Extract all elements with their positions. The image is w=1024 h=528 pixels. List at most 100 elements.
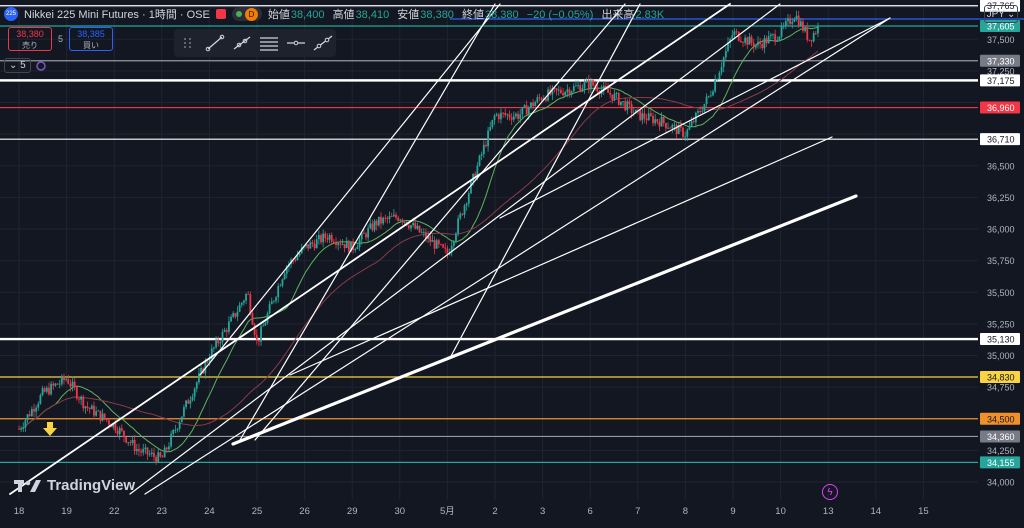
level-price-label: 37,765: [987, 1, 1015, 11]
indicator-row: ⌄ 5: [4, 58, 47, 73]
candle-body: [39, 395, 42, 404]
candle-body: [506, 114, 509, 116]
candle-body: [804, 27, 807, 32]
candle-body: [814, 33, 817, 34]
candle-body: [444, 247, 447, 249]
horizontal-line-tool-icon[interactable]: [285, 34, 307, 52]
candle-body: [812, 33, 815, 42]
trade-panel: 38,380 売り 5 38,385 買い: [8, 27, 114, 51]
candle-body: [527, 107, 530, 115]
candle-body: [703, 103, 706, 112]
candle-body: [763, 38, 766, 49]
candle-body: [332, 241, 335, 243]
buy-button[interactable]: 38,385 買い: [69, 27, 114, 51]
candle-body: [433, 240, 436, 249]
channel-line: [129, 3, 781, 495]
channel-line: [449, 3, 641, 359]
candle-body: [510, 117, 513, 120]
candle-body: [566, 89, 569, 92]
candle-body: [504, 112, 507, 116]
lightning-icon[interactable]: ϟ: [822, 484, 838, 500]
candle-body: [360, 232, 363, 240]
candle-body: [377, 216, 380, 226]
x-tick-label: 5月: [440, 506, 455, 517]
candle-body: [442, 244, 445, 248]
candle-body: [553, 88, 556, 89]
candle-body: [315, 239, 318, 249]
ray-tool-icon[interactable]: [231, 34, 253, 52]
candle-body: [206, 361, 209, 363]
x-tick-label: 10: [775, 506, 786, 517]
drag-handle-icon[interactable]: [177, 34, 199, 52]
support-trendline: [231, 194, 858, 446]
candle-body: [345, 240, 348, 249]
currency-selector[interactable]: JPY ⌄: [984, 5, 1018, 23]
candle-body: [455, 233, 457, 242]
candle-body: [622, 101, 624, 102]
level-price-label: 37,330: [987, 56, 1015, 66]
candle-body: [18, 428, 20, 430]
y-tick-label: 35,500: [987, 288, 1015, 298]
candle-body: [765, 38, 768, 44]
symbol-title[interactable]: Nikkei 225 Mini Futures · 1時間 · OSE: [24, 9, 210, 21]
candle-body: [679, 125, 682, 128]
candle-body: [223, 329, 226, 332]
candle-body: [390, 216, 393, 218]
candle-body: [238, 304, 241, 312]
candle-body: [155, 456, 157, 463]
candle-body: [667, 127, 669, 129]
tradingview-logo: TradingView: [14, 477, 135, 494]
candle-body: [90, 405, 93, 410]
candle-body: [125, 437, 127, 443]
candle-body: [262, 325, 265, 327]
candle-body: [480, 153, 483, 156]
indicator-toggle[interactable]: ⌄ 5: [4, 58, 31, 73]
candle-body: [397, 217, 400, 221]
candle-body: [532, 102, 534, 107]
candle-body: [761, 44, 764, 49]
candle-body: [69, 383, 72, 387]
x-tick-label: 29: [347, 506, 358, 517]
candle-body: [392, 214, 395, 217]
market-status-badge[interactable]: D: [231, 7, 262, 21]
candle-body: [647, 113, 650, 121]
candle-body: [461, 213, 464, 215]
candle-body: [590, 80, 592, 89]
level-price-label-bg: [980, 333, 1020, 346]
x-tick-label: 6: [588, 506, 593, 517]
moving-average-short: [18, 26, 819, 453]
candle-body: [187, 400, 190, 404]
candle-body: [502, 112, 504, 114]
candle-body: [581, 88, 584, 92]
candle-body: [148, 454, 151, 455]
extended-line-tool-icon[interactable]: [312, 34, 334, 52]
candle-body: [446, 248, 449, 255]
candle-body: [277, 286, 280, 298]
candle-body: [296, 255, 299, 261]
candle-body: [120, 428, 123, 431]
candle-body: [386, 217, 389, 219]
candle-body: [35, 407, 38, 412]
x-tick-label: 9: [730, 506, 735, 517]
candle-body: [108, 420, 110, 425]
candle-body: [339, 243, 342, 245]
sell-button[interactable]: 38,380 売り: [8, 27, 52, 51]
candle-body: [572, 86, 575, 92]
trend-line-tool-icon[interactable]: [204, 34, 226, 52]
channel-line: [254, 3, 626, 441]
candle-body: [163, 447, 166, 458]
candle-body: [170, 433, 172, 447]
candle-body: [802, 21, 804, 32]
fib-tool-icon[interactable]: [258, 34, 280, 52]
candle-body: [272, 300, 275, 302]
y-tick-label: 34,250: [987, 446, 1015, 456]
candle-body: [73, 381, 76, 388]
candle-body: [58, 383, 61, 385]
candle-body: [660, 116, 663, 127]
candle-body: [420, 232, 423, 234]
candle-body: [362, 232, 365, 234]
candle-body: [88, 407, 91, 410]
sync-icon[interactable]: [35, 60, 47, 72]
